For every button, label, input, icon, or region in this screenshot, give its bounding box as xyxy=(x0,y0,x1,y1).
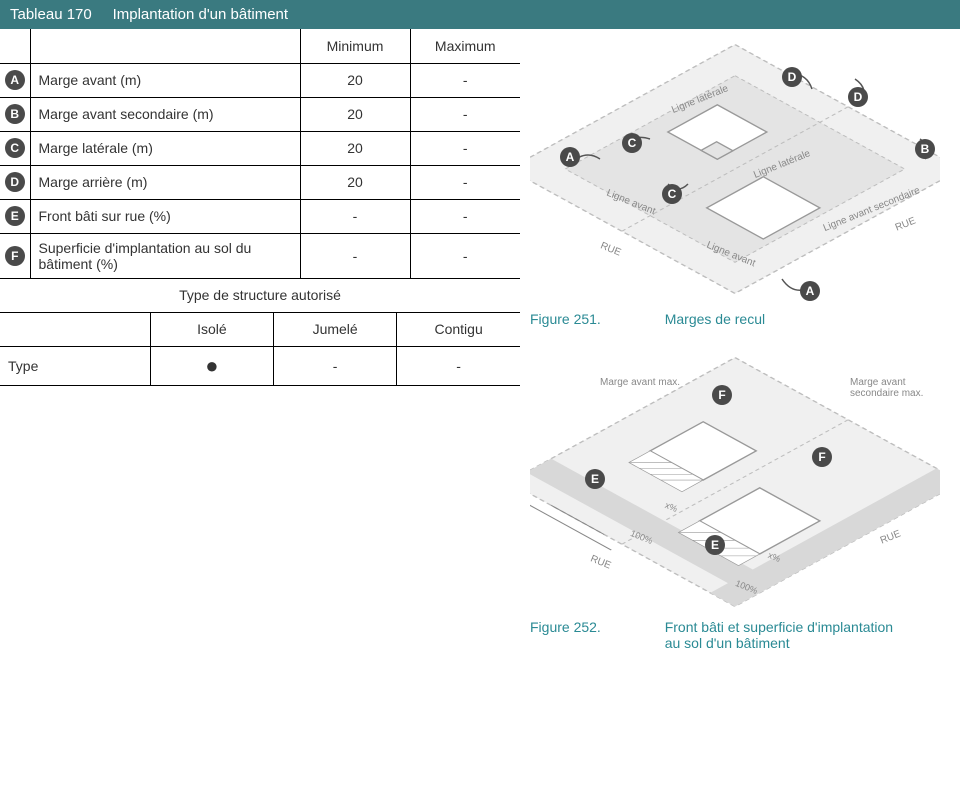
badge-d: D xyxy=(5,172,25,192)
figure-252-caption: Figure 252. Front bâti et superficie d'i… xyxy=(530,619,950,651)
empty-cell xyxy=(0,313,150,347)
diagram-badge-b: B xyxy=(915,139,935,159)
figures-column: A C D D B C A Ligne latérale Ligne latér… xyxy=(520,29,960,671)
row-label: Superficie d'implantation au sol du bâti… xyxy=(30,233,300,278)
figure-number: Figure 251. xyxy=(530,311,601,327)
tableau-number: Tableau 170 xyxy=(10,6,92,23)
table-row: Type ● - - xyxy=(0,347,520,386)
empty-cell xyxy=(30,29,300,63)
col-isole: Isolé xyxy=(150,313,273,347)
table-row: D Marge arrière (m) 20 - xyxy=(0,165,520,199)
structure-table: Isolé Jumelé Contigu Type ● - - xyxy=(0,313,520,387)
row-min: 20 xyxy=(300,131,410,165)
table-row: C Marge latérale (m) 20 - xyxy=(0,131,520,165)
badge-e: E xyxy=(5,206,25,226)
margins-table: Minimum Maximum A Marge avant (m) 20 - B… xyxy=(0,29,520,313)
row-label: Front bâti sur rue (%) xyxy=(30,199,300,233)
diagram-badge-e2: E xyxy=(705,535,725,555)
table-row: A Marge avant (m) 20 - xyxy=(0,63,520,97)
figure-caption-text: Front bâti et superficie d'implantation … xyxy=(665,619,905,651)
diagram-badge-e: E xyxy=(585,469,605,489)
row-max: - xyxy=(410,97,520,131)
diagram-badge-d: D xyxy=(782,67,802,87)
empty-cell xyxy=(0,29,30,63)
figure-252-diagram: E E F F Marge avant max. Marge avant sec… xyxy=(530,347,940,607)
figure-251-diagram: A C D D B C A Ligne latérale Ligne latér… xyxy=(530,39,940,299)
type-isole-val: ● xyxy=(150,347,273,386)
badge-b: B xyxy=(5,104,25,124)
row-max: - xyxy=(410,233,520,278)
row-label: Marge avant secondaire (m) xyxy=(30,97,300,131)
row-max: - xyxy=(410,199,520,233)
diagram-badge-c2: C xyxy=(662,184,682,204)
badge-c: C xyxy=(5,138,25,158)
badge-f: F xyxy=(5,246,25,266)
row-type-label: Type xyxy=(0,347,150,386)
row-min: - xyxy=(300,199,410,233)
row-min: 20 xyxy=(300,63,410,97)
diagram-badge-a2: A xyxy=(800,281,820,301)
type-contigu-val: - xyxy=(397,347,520,386)
row-max: - xyxy=(410,131,520,165)
col-contigu: Contigu xyxy=(397,313,520,347)
table-row: B Marge avant secondaire (m) 20 - xyxy=(0,97,520,131)
diagram-badge-a: A xyxy=(560,147,580,167)
tables-column: Minimum Maximum A Marge avant (m) 20 - B… xyxy=(0,29,520,386)
diagram-badge-f: F xyxy=(712,385,732,405)
col-header-min: Minimum xyxy=(300,29,410,63)
table-row: E Front bâti sur rue (%) - - xyxy=(0,199,520,233)
diagram-badge-d2: D xyxy=(848,87,868,107)
figure-caption-text: Marges de recul xyxy=(665,311,765,327)
diagram-badge-c: C xyxy=(622,133,642,153)
label-marge-avant-max: Marge avant max. xyxy=(600,377,680,388)
figure-number: Figure 252. xyxy=(530,619,601,635)
structure-section-title: Type de structure autorisé xyxy=(0,278,520,312)
label-marge-avant-sec-max: Marge avant secondaire max. xyxy=(850,377,940,399)
figure-251-caption: Figure 251. Marges de recul xyxy=(530,311,950,327)
row-max: - xyxy=(410,165,520,199)
table-header-bar: Tableau 170 Implantation d'un bâtiment xyxy=(0,0,960,29)
table-row: F Superficie d'implantation au sol du bâ… xyxy=(0,233,520,278)
row-label: Marge avant (m) xyxy=(30,63,300,97)
row-label: Marge latérale (m) xyxy=(30,131,300,165)
row-min: 20 xyxy=(300,165,410,199)
col-jumele: Jumelé xyxy=(274,313,397,347)
row-max: - xyxy=(410,63,520,97)
diagram-badge-f2: F xyxy=(812,447,832,467)
tableau-title: Implantation d'un bâtiment xyxy=(113,6,288,23)
row-min: - xyxy=(300,233,410,278)
col-header-max: Maximum xyxy=(410,29,520,63)
row-min: 20 xyxy=(300,97,410,131)
row-label: Marge arrière (m) xyxy=(30,165,300,199)
badge-a: A xyxy=(5,70,25,90)
type-jumele-val: - xyxy=(274,347,397,386)
